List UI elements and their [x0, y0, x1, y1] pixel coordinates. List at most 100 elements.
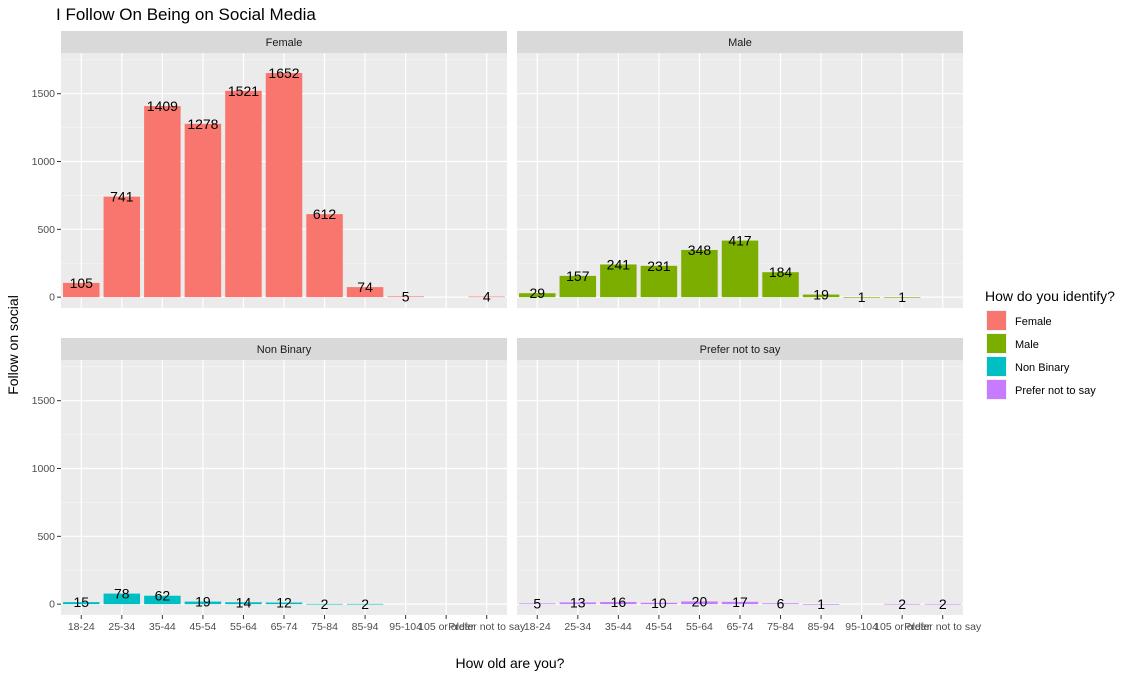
- x-tick-label: 35-44: [149, 621, 176, 633]
- legend-title: How do you identify?: [985, 288, 1115, 304]
- bar-value-label: 1521: [228, 83, 259, 99]
- bar-value-label: 1409: [147, 98, 178, 114]
- y-tick-label: 1000: [32, 463, 56, 475]
- x-tick-label: 55-64: [230, 621, 257, 633]
- bar-value-label: 62: [155, 588, 171, 604]
- bar-value-label: 16: [611, 594, 627, 610]
- legend-label: Non Binary: [1015, 362, 1070, 374]
- panel-prefer-not-to-say: Prefer not to say 5 13 16 10 20 17 6 1 2 2 18-24 25-…: [517, 338, 982, 633]
- y-tick-label: 1000: [32, 156, 56, 168]
- bar-value-label: 1: [817, 596, 825, 612]
- bar: [63, 602, 100, 605]
- x-tick-label: 105 or older: [418, 621, 475, 633]
- bar: [346, 287, 384, 298]
- bar: [600, 264, 637, 298]
- x-tick-label: 45-54: [189, 621, 216, 633]
- facet-strip: [517, 338, 963, 360]
- bar-value-label: 612: [313, 206, 337, 222]
- legend-key: [987, 334, 1006, 353]
- y-tick-label: 500: [37, 531, 55, 543]
- x-tick-label: Prefer not to say: [904, 621, 982, 633]
- bar-value-label: 13: [570, 594, 586, 610]
- bar: [559, 602, 597, 605]
- x-tick-label: 18-24: [68, 621, 95, 633]
- bar-value-label: 417: [728, 233, 752, 249]
- bar: [225, 90, 262, 298]
- bar-value-label: 20: [692, 593, 708, 609]
- x-tick-label: 25-34: [108, 621, 135, 633]
- bar: [883, 297, 921, 298]
- x-tick-label: 55-64: [686, 621, 713, 633]
- bar: [762, 272, 799, 298]
- x-tick-label: 25-34: [564, 621, 591, 633]
- bar: [762, 603, 799, 605]
- y-tick-label: 1500: [32, 88, 56, 100]
- bar: [519, 293, 556, 298]
- bar-value-label: 19: [195, 594, 211, 610]
- bar: [144, 106, 181, 298]
- bar-value-label: 4: [483, 289, 491, 305]
- facet-strip-label: Male: [728, 37, 752, 49]
- bar-value-label: 741: [110, 189, 134, 205]
- facet-strip-label: Prefer not to say: [700, 344, 781, 356]
- bar-value-label: 5: [402, 288, 410, 304]
- x-tick-label: 85-94: [352, 621, 379, 633]
- x-tick-label: 95-104: [845, 621, 878, 633]
- bar-value-label: 1652: [268, 65, 299, 81]
- bar: [802, 604, 840, 605]
- bar: [184, 601, 222, 605]
- y-tick-label: 0: [49, 599, 55, 611]
- facet-strip-label: Female: [266, 37, 303, 49]
- bar: [883, 603, 921, 605]
- x-tick-label: 65-74: [271, 621, 298, 633]
- bar: [184, 123, 222, 298]
- facet-strip: [517, 31, 963, 53]
- legend-label: Female: [1015, 316, 1052, 328]
- chart-title: I Follow On Being on Social Media: [56, 5, 316, 24]
- facet-strip-label: Non Binary: [257, 344, 312, 356]
- bar: [843, 297, 880, 298]
- bar: [225, 602, 262, 605]
- bar-value-label: 6: [777, 595, 785, 611]
- bar-value-label: 15: [73, 594, 89, 610]
- bar-value-label: 184: [769, 264, 793, 280]
- y-tick-label: 0: [49, 292, 55, 304]
- bar: [387, 296, 424, 298]
- bar: [63, 282, 100, 298]
- x-axis-title: How old are you?: [456, 655, 565, 671]
- panel-female: Female 105 741 1409 1278 1521 1652 612 74 5 4 0 500 1…: [32, 31, 507, 308]
- bar-value-label: 19: [813, 287, 829, 303]
- x-tick-label: 105 or older: [874, 621, 931, 633]
- legend-key: [987, 311, 1006, 330]
- bar-value-label: 241: [607, 256, 631, 272]
- panel-non-binary: Non Binary 15 78 62 19 14 12 2 2 0 500 1000 1500 18-2…: [32, 338, 526, 633]
- x-tick-label: 75-84: [767, 621, 794, 633]
- legend: How do you identify? Female Male Non Binar…: [985, 288, 1115, 400]
- x-tick-label: 45-54: [645, 621, 672, 633]
- bar-value-label: 2: [898, 596, 906, 612]
- bar-value-label: 2: [321, 596, 329, 612]
- bar: [306, 214, 343, 298]
- x-tick-label: 35-44: [605, 621, 632, 633]
- x-tick-label: Prefer not to say: [448, 621, 526, 633]
- bar-value-label: 1278: [187, 116, 218, 132]
- bar-value-label: 74: [357, 279, 373, 295]
- bar-value-label: 12: [276, 595, 292, 611]
- x-tick-label: 85-94: [808, 621, 835, 633]
- bar: [721, 240, 759, 298]
- facet-strip: [61, 338, 507, 360]
- x-tick-label: 65-74: [727, 621, 754, 633]
- bar: [103, 593, 141, 605]
- bar: [640, 265, 678, 298]
- bar: [559, 275, 597, 298]
- bar: [265, 73, 303, 298]
- bar-value-label: 17: [732, 594, 748, 610]
- bar: [346, 603, 384, 605]
- bar: [640, 602, 678, 605]
- bar-value-label: 78: [114, 586, 130, 602]
- legend-label: Male: [1015, 339, 1039, 351]
- bar-value-label: 2: [361, 596, 369, 612]
- bar-value-label: 5: [533, 595, 541, 611]
